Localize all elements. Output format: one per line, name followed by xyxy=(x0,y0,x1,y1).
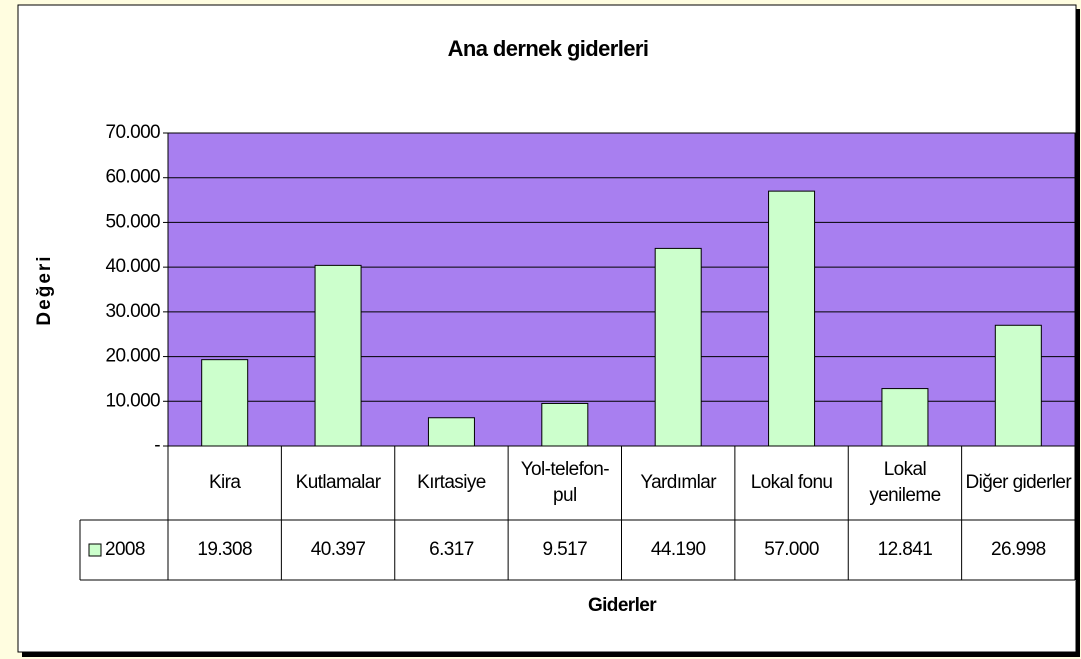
y-tick-label: 40.000 xyxy=(105,256,160,277)
bar xyxy=(427,417,475,447)
data-table-value: 40.397 xyxy=(310,539,366,560)
data-table-value: 44.190 xyxy=(650,539,706,560)
category-label: Kira xyxy=(208,472,241,493)
data-table-value: 57.000 xyxy=(764,539,819,560)
y-tick-label: 70.000 xyxy=(105,122,160,143)
y-tick-label: - xyxy=(154,435,160,456)
bar xyxy=(994,324,1042,447)
legend-label: 2008 xyxy=(105,539,145,560)
category-label: Diğer giderler xyxy=(965,472,1072,493)
data-table-value: 26.998 xyxy=(991,539,1046,560)
y-tick-label: 60.000 xyxy=(105,167,160,188)
y-tick-label: 50.000 xyxy=(105,211,160,232)
plot-area xyxy=(167,132,1076,447)
category-label: Lokal yenileme xyxy=(869,459,941,506)
category-label: Lokal fonu xyxy=(750,472,833,493)
category-label: Yol-telefon-pul xyxy=(520,459,610,506)
category-label: Kırtasiye xyxy=(417,472,486,493)
category-label: Kutlamalar xyxy=(295,472,381,493)
category-label: Yardımlar xyxy=(640,472,716,493)
bar xyxy=(314,264,362,447)
data-table-value: 19.308 xyxy=(197,539,252,560)
bar xyxy=(654,247,702,447)
y-tick-label: 30.000 xyxy=(105,301,160,322)
data-table-value: 6.317 xyxy=(429,539,474,560)
legend-swatch xyxy=(88,543,102,557)
bar xyxy=(541,402,589,447)
y-tick-label: 10.000 xyxy=(105,390,160,411)
bar xyxy=(881,388,929,447)
y-axis-label: Değeri xyxy=(34,254,55,325)
chart-title: Ana dernek giderleri xyxy=(448,36,649,61)
data-table-value: 9.517 xyxy=(542,539,588,560)
x-axis-label: Giderler xyxy=(588,595,657,616)
data-table-value: 12.841 xyxy=(877,539,933,560)
y-tick-label: 20.000 xyxy=(105,346,160,367)
bar xyxy=(768,190,816,447)
bar xyxy=(201,359,249,447)
